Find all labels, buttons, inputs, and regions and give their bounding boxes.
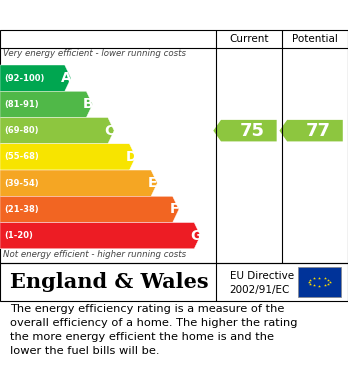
Text: D: D bbox=[125, 150, 137, 164]
Polygon shape bbox=[0, 222, 200, 249]
Text: (92-100): (92-100) bbox=[4, 74, 45, 83]
Text: 77: 77 bbox=[306, 122, 331, 140]
Text: 2002/91/EC: 2002/91/EC bbox=[230, 285, 290, 295]
Polygon shape bbox=[0, 196, 179, 222]
Text: EU Directive: EU Directive bbox=[230, 271, 294, 281]
Bar bbox=[298, 267, 341, 297]
Polygon shape bbox=[0, 170, 157, 196]
Text: G: G bbox=[190, 229, 201, 243]
Text: (39-54): (39-54) bbox=[4, 179, 39, 188]
Polygon shape bbox=[279, 120, 343, 142]
Polygon shape bbox=[0, 118, 114, 144]
Text: Current: Current bbox=[229, 34, 269, 44]
Text: E: E bbox=[148, 176, 158, 190]
Text: B: B bbox=[83, 97, 93, 111]
Text: Not energy efficient - higher running costs: Not energy efficient - higher running co… bbox=[3, 250, 187, 259]
Text: F: F bbox=[169, 203, 179, 216]
Text: England & Wales: England & Wales bbox=[10, 272, 209, 292]
Text: Energy Efficiency Rating: Energy Efficiency Rating bbox=[10, 6, 239, 24]
Text: Very energy efficient - lower running costs: Very energy efficient - lower running co… bbox=[3, 49, 187, 58]
Text: (55-68): (55-68) bbox=[4, 152, 39, 161]
Text: The energy efficiency rating is a measure of the
overall efficiency of a home. T: The energy efficiency rating is a measur… bbox=[10, 304, 298, 356]
Text: A: A bbox=[61, 71, 72, 85]
Text: (1-20): (1-20) bbox=[4, 231, 33, 240]
Polygon shape bbox=[0, 144, 136, 170]
Text: (81-91): (81-91) bbox=[4, 100, 39, 109]
Text: Potential: Potential bbox=[292, 34, 338, 44]
Polygon shape bbox=[0, 65, 71, 91]
Text: (69-80): (69-80) bbox=[4, 126, 39, 135]
Polygon shape bbox=[0, 91, 93, 118]
Polygon shape bbox=[213, 120, 277, 142]
Text: (21-38): (21-38) bbox=[4, 205, 39, 214]
Text: C: C bbox=[104, 124, 115, 138]
Text: 75: 75 bbox=[240, 122, 265, 140]
